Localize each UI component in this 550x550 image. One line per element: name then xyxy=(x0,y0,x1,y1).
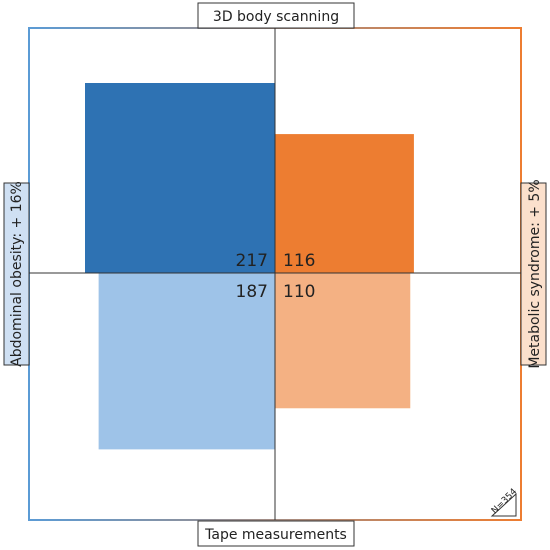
value-top-left: 217 xyxy=(236,251,268,271)
right-label: Metabolic syndrome: + 5% xyxy=(520,179,547,369)
bottom-label: Tape measurements xyxy=(197,520,355,547)
right-label-text: Metabolic syndrome: + 5% xyxy=(527,179,543,368)
quadrant-bar-bottom-left xyxy=(98,273,275,450)
sample-size-badge: N=354 xyxy=(490,487,519,517)
quadrant-bar-bottom-right xyxy=(275,273,411,409)
quadrant-bar-top-left xyxy=(85,83,275,273)
value-bottom-left: 187 xyxy=(236,282,268,302)
value-top-right: 116 xyxy=(283,251,315,271)
top-label-text: 3D body scanning xyxy=(213,9,339,25)
left-label: Abdominal obesity: + 16% xyxy=(3,181,30,367)
bottom-label-text: Tape measurements xyxy=(204,527,347,543)
top-label: 3D body scanning xyxy=(197,2,355,29)
quadrant-bar-top-right xyxy=(275,134,414,273)
value-bottom-right: 110 xyxy=(283,282,315,302)
left-label-text: Abdominal obesity: + 16% xyxy=(9,181,25,367)
